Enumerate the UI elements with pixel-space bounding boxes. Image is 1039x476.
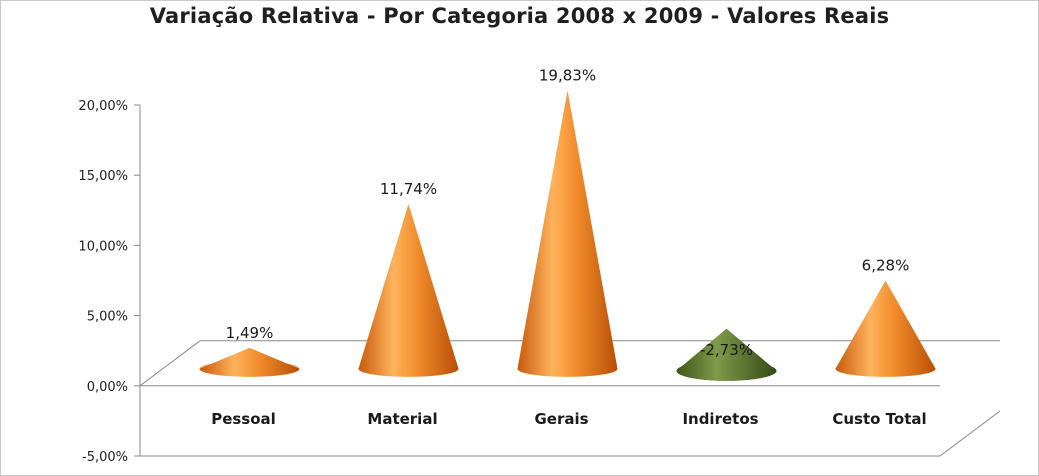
chart-labels: Pessoal 1,49% Material 11,74% Gerais 19,83% In… <box>211 66 926 427</box>
y-tick-label: -5,00% <box>82 450 128 465</box>
y-tick-label: 15,00% <box>78 169 128 184</box>
y-tick-label: 10,00% <box>78 239 128 254</box>
y-tick-label: 5,00% <box>87 310 128 325</box>
y-tick-label: 0,00% <box>87 380 128 395</box>
category-label: Pessoal <box>211 410 276 428</box>
chart-marks <box>199 90 936 381</box>
data-label: 11,74% <box>380 180 437 198</box>
cone-mark <box>835 280 936 377</box>
floor-depth-edge <box>139 340 201 387</box>
data-label: 6,28% <box>862 257 910 275</box>
category-label: Gerais <box>534 410 588 428</box>
y-tick-label: 20,00% <box>78 99 128 114</box>
cone-base <box>517 360 618 377</box>
data-label: 1,49% <box>226 324 274 342</box>
chart-axes: 20,00% 15,00% 10,00% 5,00% 0,00% -5,00% <box>78 99 1001 465</box>
category-label: Custo Total <box>832 410 926 428</box>
data-label: -2,73% <box>700 341 753 359</box>
data-label: 19,83% <box>539 66 596 84</box>
floor-right-edge <box>939 410 1001 457</box>
cone-mark <box>676 328 777 381</box>
cone-base <box>199 360 300 377</box>
category-label: Indiretos <box>682 410 758 428</box>
cone-mark <box>358 203 459 377</box>
chart-title: Variação Relativa - Por Categoria 2008 x… <box>149 4 890 28</box>
cone-base <box>835 360 936 377</box>
category-label: Material <box>367 410 437 428</box>
cone-mark <box>517 90 618 377</box>
cone-base <box>358 360 459 377</box>
